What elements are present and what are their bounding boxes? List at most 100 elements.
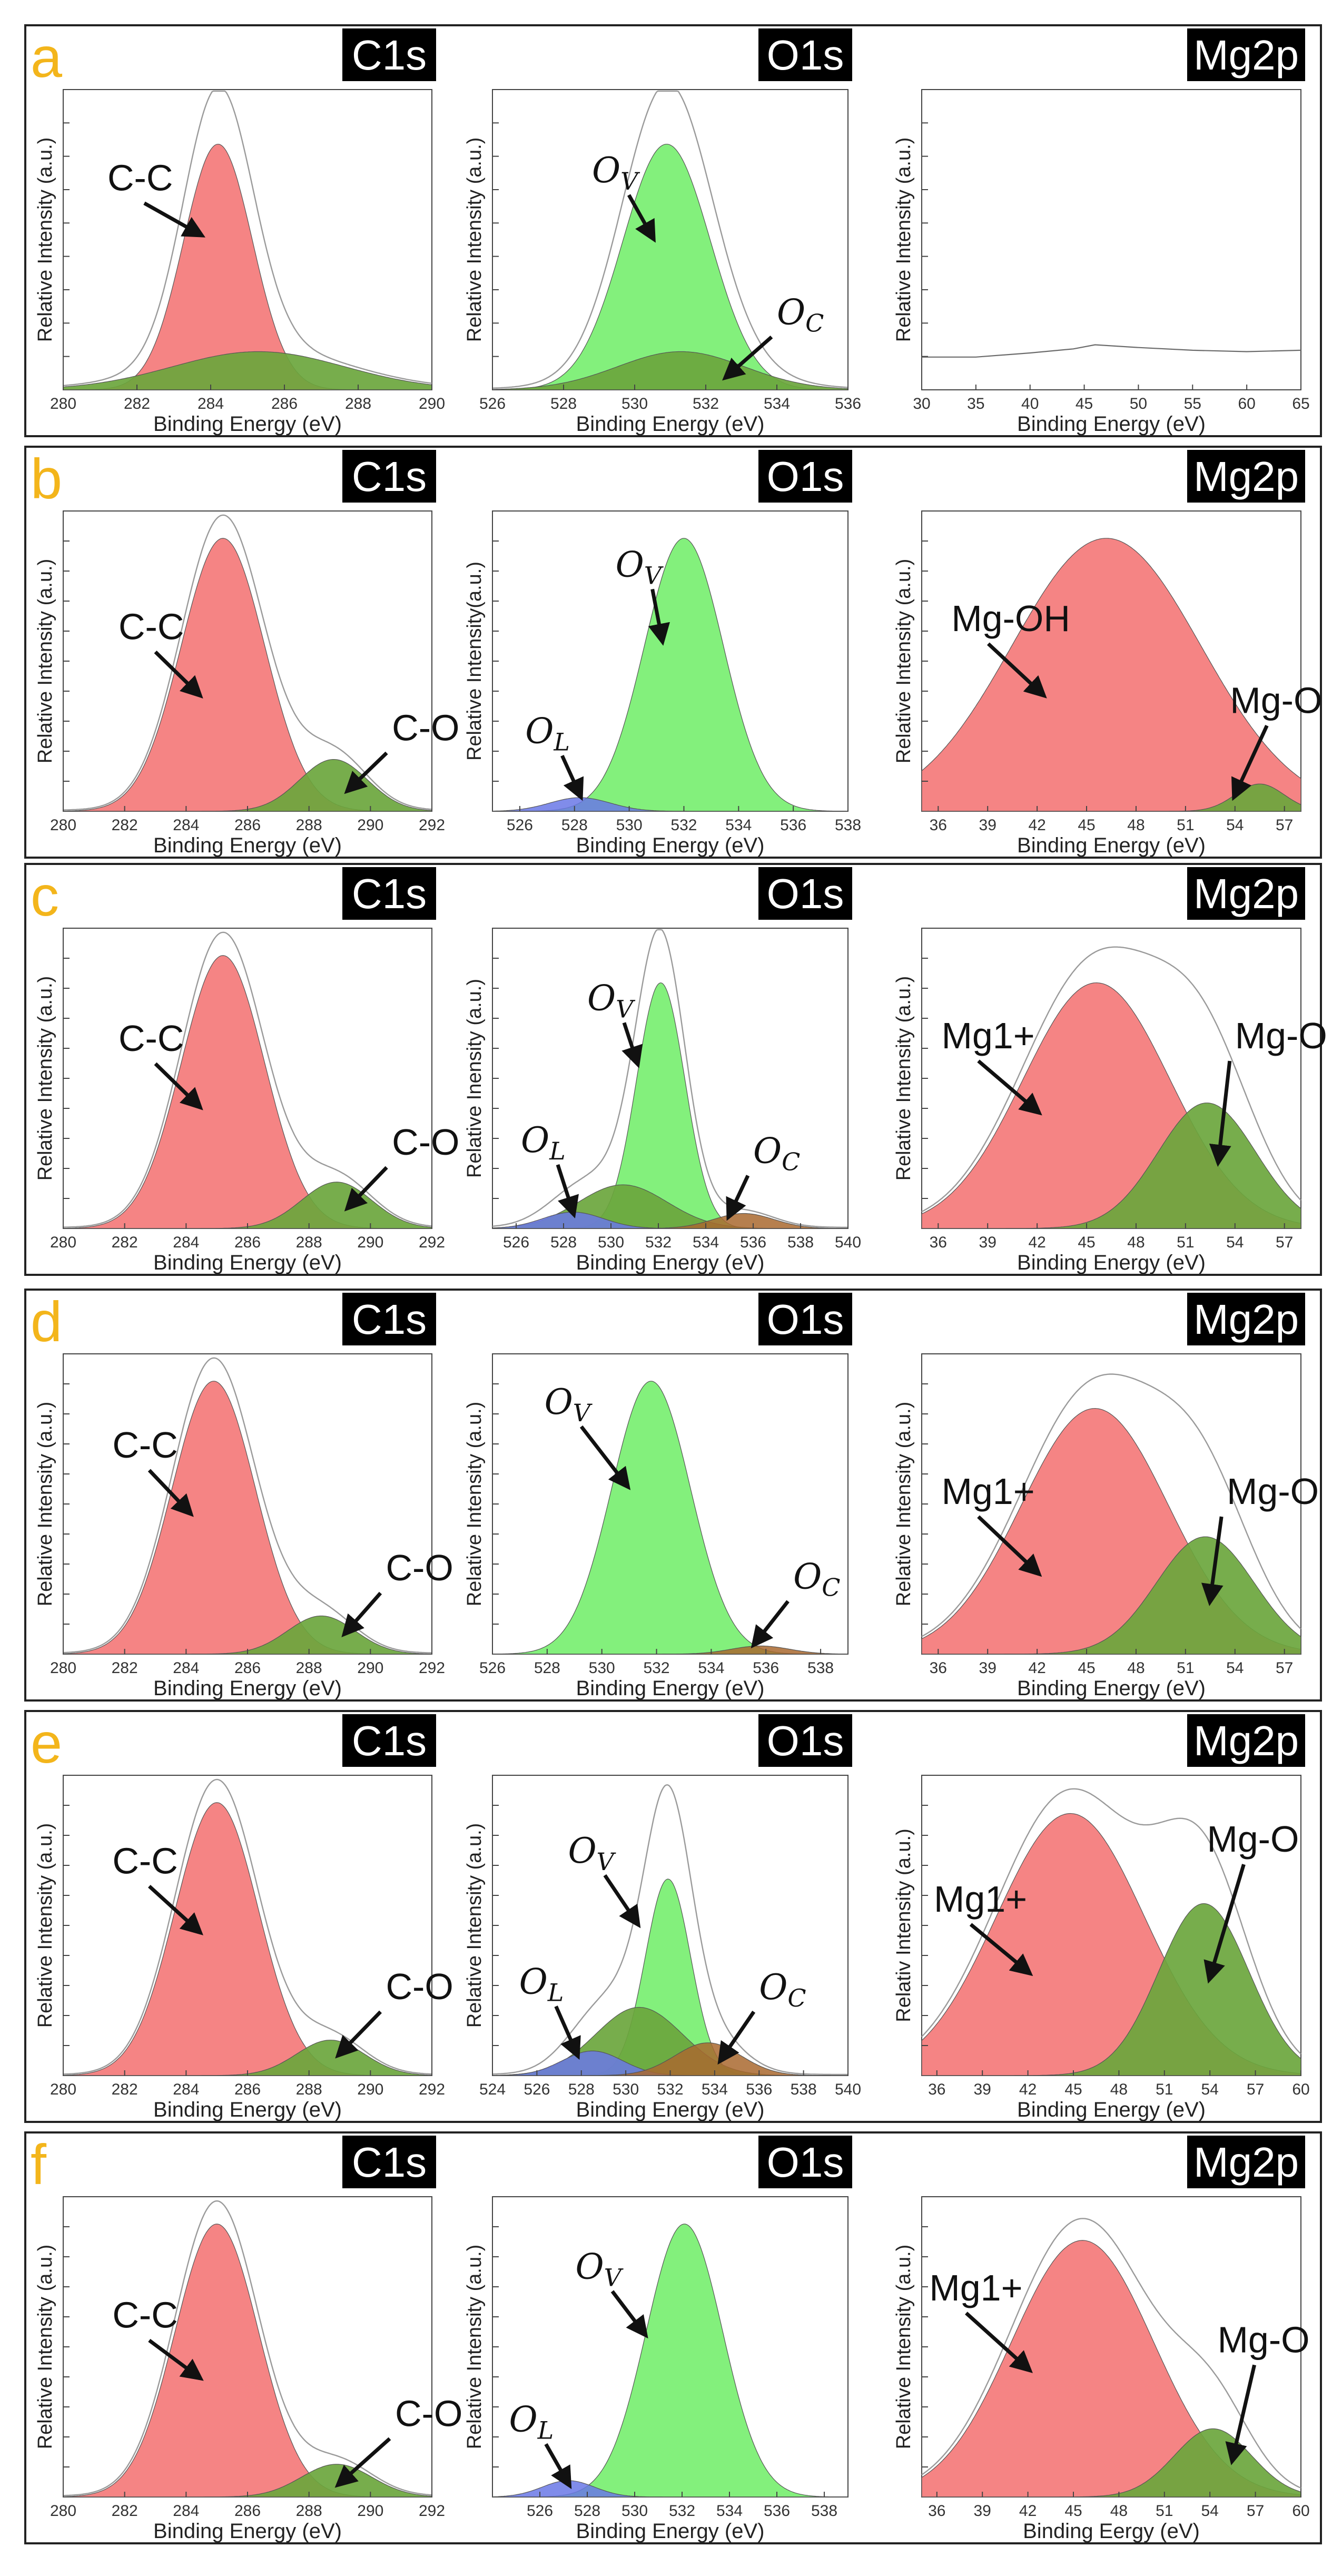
annotation-arrow bbox=[148, 2338, 204, 2381]
x-tick-label: 54 bbox=[1201, 2502, 1219, 2520]
x-tick-label: 286 bbox=[234, 1659, 261, 1677]
x-tick-label: 290 bbox=[357, 817, 383, 834]
x-tick-label: 292 bbox=[419, 1659, 445, 1677]
x-tick-label: 39 bbox=[979, 817, 996, 834]
plot-area bbox=[921, 89, 1301, 390]
annotation-arrow bbox=[341, 1591, 382, 1637]
panel-title: O1s bbox=[767, 870, 844, 917]
peak-label-subscript: L bbox=[537, 2416, 554, 2445]
y-axis-label: Relative Intensity (a.u.) bbox=[893, 2245, 915, 2450]
x-tick-label: 45 bbox=[1078, 1659, 1095, 1677]
peak-olive-1 bbox=[922, 1903, 1301, 2076]
x-tick-label: 532 bbox=[644, 1659, 670, 1677]
peak-label-cc: C-C bbox=[112, 1841, 177, 1882]
y-axis-label: Relative Intensity (a.u.) bbox=[893, 976, 915, 1181]
x-tick-label: 532 bbox=[669, 2502, 695, 2520]
panel-letter: a bbox=[31, 25, 63, 89]
peak-label-subscript: V bbox=[620, 167, 640, 195]
panel-title: Mg2p bbox=[1193, 1296, 1299, 1343]
x-tick-label: 50 bbox=[1130, 395, 1147, 412]
x-tick-label: 532 bbox=[657, 2081, 683, 2098]
x-tick-label: 36 bbox=[928, 2502, 945, 2520]
x-tick-label: 45 bbox=[1064, 2502, 1082, 2520]
x-tick-label: 282 bbox=[124, 395, 150, 412]
x-tick-label: 540 bbox=[835, 1234, 861, 1251]
peak-label-mg1: Mg1+ bbox=[934, 1879, 1027, 1920]
x-tick-label: 526 bbox=[524, 2081, 550, 2098]
peak-label-subscript: L bbox=[549, 1137, 566, 1165]
x-axis-label: Binding Energy (eV) bbox=[576, 1677, 765, 1700]
x-tick-label: 286 bbox=[234, 1234, 261, 1251]
x-tick-label: 526 bbox=[527, 2502, 553, 2520]
panel-title: C1s bbox=[352, 453, 427, 500]
title-tab bbox=[758, 1293, 852, 1345]
annotation-arrow bbox=[147, 1884, 203, 1935]
title-tab bbox=[342, 1714, 436, 1767]
x-axis-label: Binding Energy (eV) bbox=[1017, 1251, 1206, 1274]
panel-b-mg2p: Mg2p 36 39 42 45 48 51 54 57 Binding Energy (eV) R… bbox=[893, 450, 1322, 857]
x-tick-label: 532 bbox=[693, 395, 719, 412]
panel-c-o1s: O1s 526 528 530 532 534 536 538 540 Binding Energ… bbox=[463, 867, 861, 1274]
peak-label-mg1: Mg1+ bbox=[942, 1471, 1035, 1512]
x-tick-label: 60 bbox=[1238, 395, 1255, 412]
y-axis-label: Relative Intensity (a.u.) bbox=[893, 137, 915, 342]
peak-label-cc: C-C bbox=[112, 2295, 177, 2336]
annotation-arrow bbox=[1225, 2364, 1257, 2465]
panel-letter: c bbox=[31, 864, 59, 928]
panel-letter: d bbox=[31, 1290, 62, 1353]
panel-d-o1s: O1s 526 528 530 532 534 536 538 Binding Energy (… bbox=[463, 1293, 852, 1700]
x-tick-label: 54 bbox=[1201, 2081, 1219, 2098]
envelope-line bbox=[63, 931, 432, 1228]
x-axis-label: Binding Energy (eV) bbox=[576, 1251, 765, 1274]
title-tab bbox=[342, 450, 436, 503]
x-tick-label: 51 bbox=[1177, 1659, 1194, 1677]
panel-letter: b bbox=[31, 447, 62, 510]
envelope-line bbox=[921, 2218, 1301, 2489]
figure-row-f: f C1s 280 282 284 286 288 290 292 Binding Energy … bbox=[24, 2131, 1322, 2544]
panel-b-o1s: O1s 526 528 530 532 534 536 538 Binding Energy (… bbox=[463, 450, 861, 857]
annotation-arrow bbox=[722, 336, 773, 381]
x-tick-label: 526 bbox=[479, 395, 506, 412]
peak-label-ol: OL bbox=[509, 2400, 554, 2445]
x-tick-label: 536 bbox=[780, 817, 806, 834]
envelope-line bbox=[63, 1357, 432, 1654]
x-tick-label: 286 bbox=[234, 2081, 261, 2098]
panel-title: Mg2p bbox=[1193, 870, 1299, 917]
panel-a-c1s: C1s 280 282 284 286 288 290 Binding Energy (eV)… bbox=[34, 28, 445, 436]
title-tab bbox=[1187, 28, 1305, 81]
y-axis-label: Relative Intensity (a.u.) bbox=[34, 1402, 56, 1607]
annotation-arrow bbox=[556, 1164, 579, 1218]
peak-label-mg1: Mg1+ bbox=[942, 1015, 1035, 1056]
x-tick-label: 538 bbox=[787, 1234, 814, 1251]
x-tick-label: 528 bbox=[550, 395, 577, 412]
x-tick-label: 534 bbox=[702, 2081, 728, 2098]
panel-title: Mg2p bbox=[1193, 1717, 1299, 1764]
x-tick-label: 48 bbox=[1110, 2502, 1128, 2520]
x-tick-label: 290 bbox=[357, 2081, 383, 2098]
x-tick-label: 280 bbox=[50, 395, 76, 412]
envelope-line bbox=[492, 1784, 848, 2076]
x-tick-label: 534 bbox=[716, 2502, 743, 2520]
title-tab bbox=[342, 2136, 436, 2188]
y-axis-label: Relative Intensity (a.u.) bbox=[34, 2245, 56, 2450]
x-tick-label: 538 bbox=[791, 2081, 817, 2098]
x-tick-label: 526 bbox=[507, 817, 533, 834]
x-axis-label: Binding Energy (eV) bbox=[153, 1677, 342, 1700]
x-tick-label: 528 bbox=[561, 817, 588, 834]
x-tick-label: 534 bbox=[725, 817, 752, 834]
x-tick-label: 284 bbox=[198, 395, 224, 412]
x-tick-label: 39 bbox=[979, 1234, 996, 1251]
panel-title: C1s bbox=[352, 1296, 427, 1343]
x-tick-label: 284 bbox=[173, 1234, 199, 1251]
peak-label-subscript: C bbox=[805, 309, 824, 338]
panel-title: C1s bbox=[352, 32, 427, 78]
title-tab bbox=[1187, 450, 1305, 503]
peak-label-mg1: Mg1+ bbox=[929, 2267, 1022, 2308]
envelope-line bbox=[63, 514, 432, 811]
x-tick-label: 48 bbox=[1127, 1234, 1144, 1251]
x-tick-label: 526 bbox=[503, 1234, 529, 1251]
annotation-arrow bbox=[965, 2312, 1033, 2373]
x-tick-label: 284 bbox=[173, 1659, 199, 1677]
title-tab bbox=[758, 450, 852, 503]
peak-label-subscript: C bbox=[787, 1984, 806, 2012]
